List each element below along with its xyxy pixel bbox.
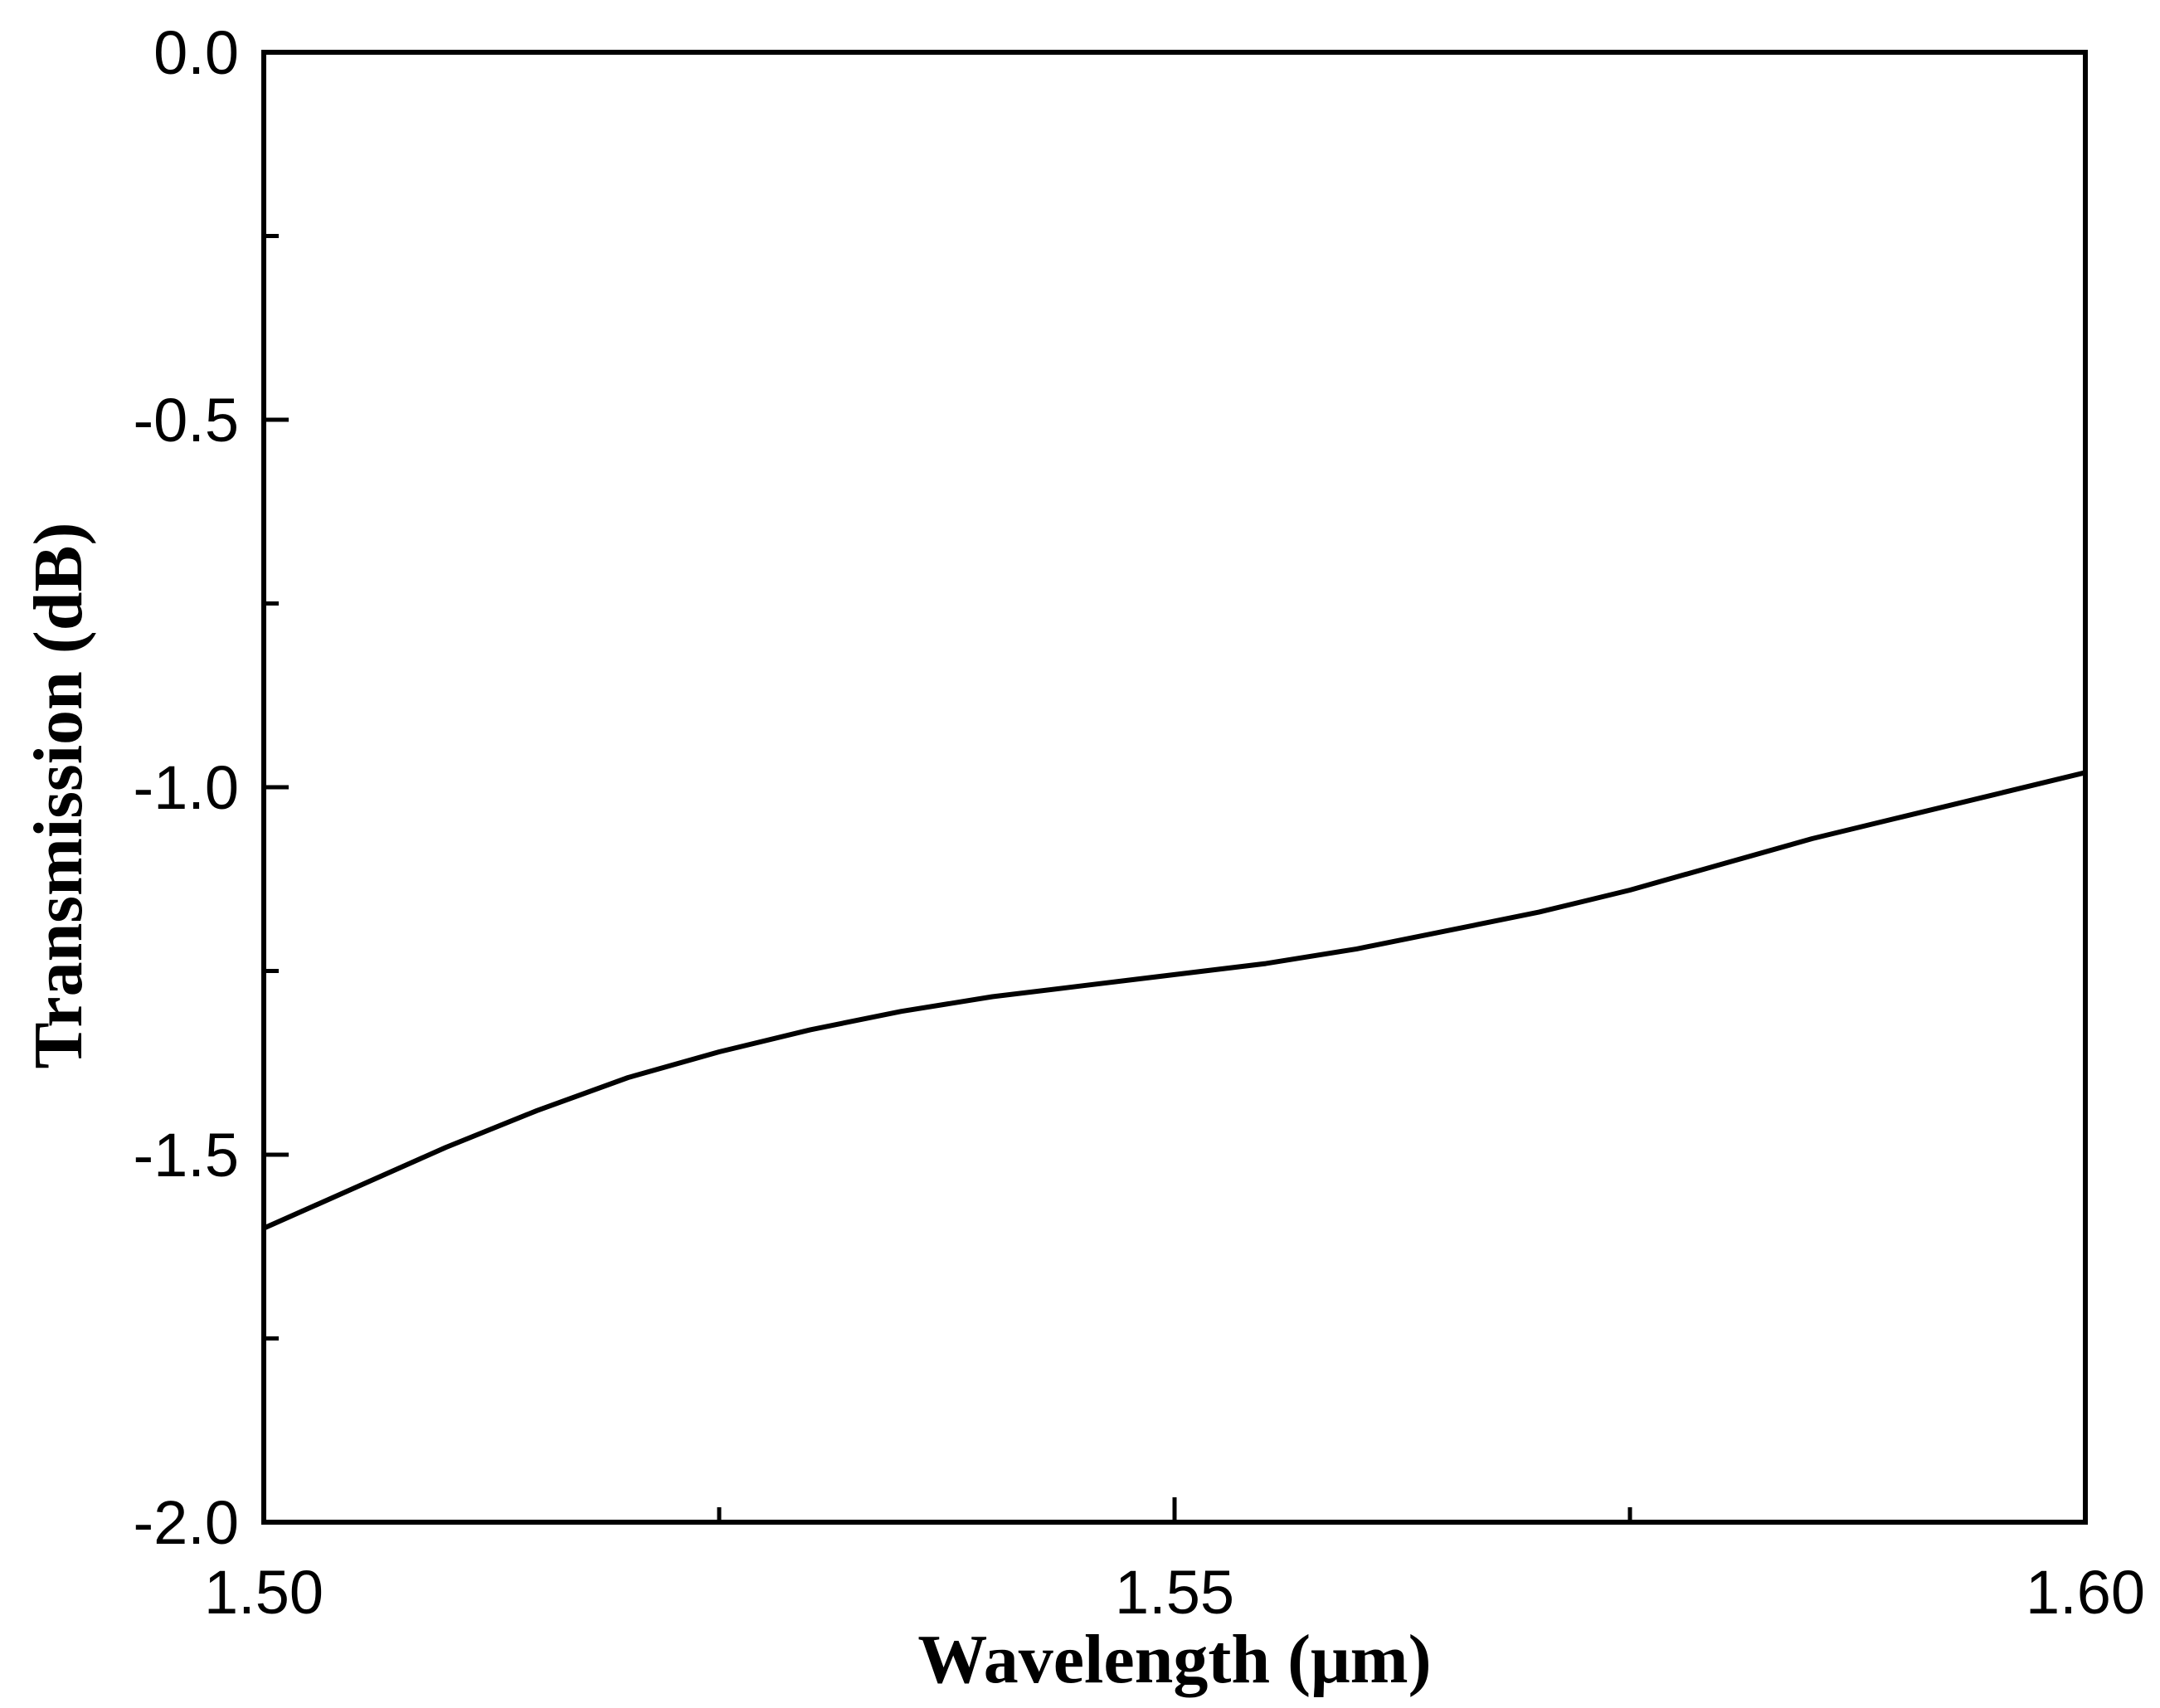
y-tick-label: -2.0	[133, 1488, 239, 1557]
x-tick-label: 1.50	[204, 1558, 324, 1627]
y-tick-label: 0.0	[153, 18, 239, 87]
series-line	[261, 770, 2088, 1231]
y-tick-label: -1.0	[133, 753, 239, 822]
y-tick-label: -1.5	[133, 1121, 239, 1190]
y-tick-label: -0.5	[133, 386, 239, 455]
x-tick-label: 1.55	[1115, 1558, 1234, 1627]
x-tick-label: 1.60	[2026, 1558, 2145, 1627]
x-axis-title: Wavelength (μm)	[917, 1621, 1431, 1698]
plot-frame	[261, 50, 2088, 1525]
y-axis-title: Transmission (dB)	[20, 523, 97, 1069]
